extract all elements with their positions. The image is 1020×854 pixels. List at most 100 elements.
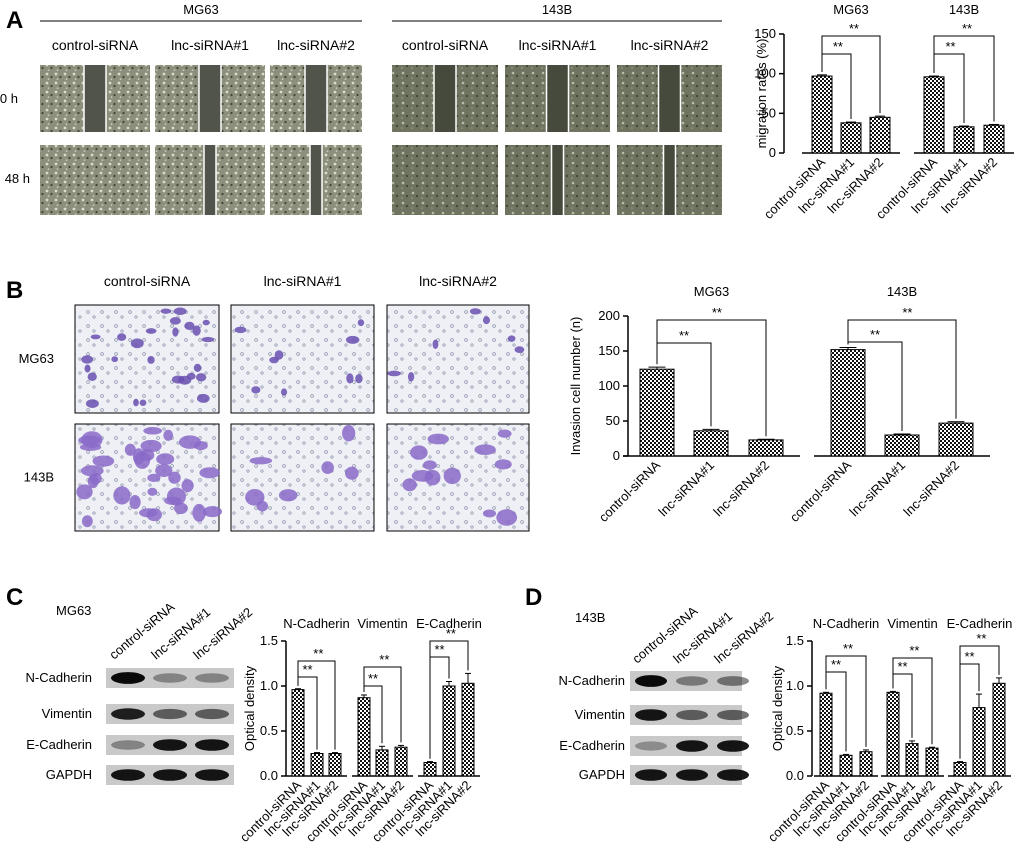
significance-mark: ** <box>843 641 853 656</box>
stained-cell <box>155 464 173 477</box>
group-label-mg63: MG63 <box>183 2 218 17</box>
stained-cell <box>81 515 93 528</box>
bar <box>905 743 919 777</box>
scratch-gap <box>658 65 681 132</box>
protein-band <box>635 675 667 687</box>
y-axis-label: Optical density <box>242 665 257 751</box>
protein-band <box>153 673 187 683</box>
bar <box>748 439 784 457</box>
protein-band <box>111 769 145 781</box>
group-label-143b: 143B <box>542 2 572 17</box>
significance-bracket <box>933 35 995 122</box>
condition-label: control-siRNA <box>402 37 489 53</box>
bar <box>886 691 900 777</box>
y-tick-label: 50 <box>762 105 776 120</box>
stained-cell <box>81 355 94 364</box>
protein-label: Vimentin <box>42 706 92 721</box>
x-tick-label: lnc-siRNA#2 <box>710 458 772 520</box>
y-tick-label: 1.0 <box>260 678 278 693</box>
stained-cell <box>178 435 201 449</box>
stained-cell <box>482 316 491 325</box>
protein-band <box>676 709 708 721</box>
y-tick-label: 1.0 <box>786 678 804 693</box>
stained-cell <box>172 327 179 337</box>
protein-band <box>195 769 229 781</box>
stained-cell <box>195 373 207 382</box>
significance-mark: ** <box>679 328 689 343</box>
significance-mark: ** <box>379 652 389 667</box>
stained-cell <box>192 503 206 522</box>
x-tick-label: control-siRNA <box>787 457 855 525</box>
stained-cell <box>130 338 144 349</box>
transwell-micrograph <box>74 304 220 414</box>
stained-cell <box>78 435 101 445</box>
stained-cell <box>139 399 147 406</box>
stained-cell <box>357 319 365 327</box>
stained-cell <box>202 506 223 518</box>
blot-strip <box>106 668 234 688</box>
stained-cell <box>342 424 356 442</box>
protein-band <box>195 708 229 720</box>
y-tick-label: 150 <box>754 26 776 41</box>
scratch-gap <box>305 65 327 132</box>
condition-label: lnc-siRNA#1 <box>519 37 597 53</box>
stained-cell <box>251 386 261 394</box>
cell-line-label: MG63 <box>56 603 91 618</box>
stained-cell <box>84 364 91 373</box>
cell-line-label: 143B <box>575 610 605 625</box>
significance-bracket <box>363 666 402 743</box>
bar <box>840 122 862 154</box>
stained-cell <box>234 326 247 334</box>
group-label: E-Cadherin <box>947 616 1013 631</box>
scratch-micrograph <box>40 145 150 215</box>
scratch-micrograph <box>392 145 498 215</box>
stained-cell <box>387 370 401 377</box>
y-axis-label: migration rates (%) <box>754 39 769 149</box>
protein-band <box>153 769 187 781</box>
stained-cell <box>443 467 461 485</box>
significance-mark: ** <box>962 21 972 36</box>
significance-mark: ** <box>831 657 841 672</box>
panel-label-b: B <box>6 277 23 304</box>
stained-cell <box>202 319 210 326</box>
stained-cell <box>133 398 139 407</box>
condition-label: control-siRNA <box>52 37 139 53</box>
condition-label: lnc-siRNA#2 <box>631 37 709 53</box>
significance-mark: ** <box>945 39 955 54</box>
stained-cell <box>199 467 220 479</box>
significance-bracket <box>847 319 957 419</box>
y-tick-label: 0 <box>613 448 620 463</box>
stained-cell <box>249 457 273 465</box>
bar <box>328 753 342 777</box>
significance-mark: ** <box>964 649 974 664</box>
protein-band <box>111 708 145 720</box>
bar <box>839 754 853 777</box>
stained-cell <box>85 399 99 408</box>
stained-cell <box>321 461 334 475</box>
significance-mark: ** <box>833 39 843 54</box>
bar <box>394 746 408 777</box>
bar <box>291 689 305 777</box>
condition-label: lnc-siRNA#2 <box>419 273 497 289</box>
bar <box>639 368 675 457</box>
stained-cell <box>422 460 437 470</box>
x-tick-label: lnc-siRNA#1 <box>655 458 717 520</box>
stained-cell <box>139 508 158 518</box>
stained-cell <box>256 500 269 512</box>
protein-label: N-Cadherin <box>26 670 92 685</box>
stained-cell <box>169 317 181 325</box>
protein-band <box>111 672 145 684</box>
scratch-gap <box>434 65 456 132</box>
y-tick-label: 0.5 <box>260 723 278 738</box>
condition-label: control-siRNA <box>104 273 191 289</box>
bar <box>819 692 833 777</box>
stained-cell <box>192 325 201 336</box>
stained-cell <box>147 355 155 364</box>
x-tick-label: lnc-siRNA#1 <box>846 458 908 520</box>
protein-label: E-Cadherin <box>26 737 92 752</box>
stained-cell <box>201 336 215 343</box>
stained-cell <box>245 489 265 506</box>
stained-cell <box>278 489 298 502</box>
group-label: N-Cadherin <box>283 616 349 631</box>
stained-cell <box>111 356 119 363</box>
